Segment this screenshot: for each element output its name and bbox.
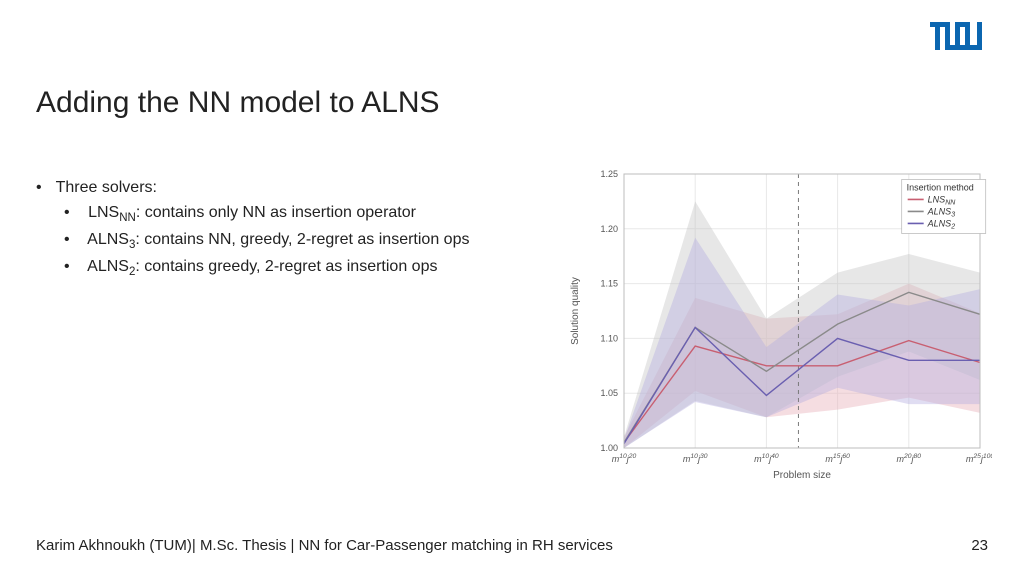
slide-title: Adding the NN model to ALNS <box>36 86 440 120</box>
footer: Karim Akhnoukh (TUM)| M.Sc. Thesis | NN … <box>36 537 988 554</box>
svg-text:m25j100: m25j100 <box>966 453 992 464</box>
slide-root: Adding the NN model to ALNS Three solver… <box>0 0 1024 576</box>
svg-text:1.05: 1.05 <box>600 388 618 398</box>
svg-text:Insertion method: Insertion method <box>907 182 974 192</box>
svg-text:m10j40: m10j40 <box>754 453 779 464</box>
svg-text:Problem size: Problem size <box>773 470 831 481</box>
svg-text:1.20: 1.20 <box>600 224 618 234</box>
bullet-2: ALNS3: contains NN, greedy, 2-regret as … <box>64 228 556 255</box>
bullet-1-pre: LNS <box>88 204 119 221</box>
bullet-list: Three solvers: LNSNN: contains only NN a… <box>36 176 556 282</box>
svg-text:1.10: 1.10 <box>600 333 618 343</box>
tum-logo <box>930 22 982 55</box>
svg-text:1.15: 1.15 <box>600 279 618 289</box>
line-chart: 1.00 1.05 1.10 1.15 1.20 1.25 m10j20 m10j30 m10j… <box>562 160 992 490</box>
svg-text:m10j20: m10j20 <box>612 453 637 464</box>
bullet-2-pre: ALNS <box>87 231 129 248</box>
page-number: 23 <box>971 537 988 554</box>
svg-text:m10j30: m10j30 <box>683 453 708 464</box>
footer-text: Karim Akhnoukh (TUM)| M.Sc. Thesis | NN … <box>36 537 613 554</box>
bullet-1-sub: NN <box>119 212 136 224</box>
bullet-1-post: : contains only NN as insertion operator <box>136 204 416 221</box>
bullet-1: LNSNN: contains only NN as insertion ope… <box>64 201 556 228</box>
svg-text:m20j80: m20j80 <box>897 453 922 464</box>
svg-text:Solution quality: Solution quality <box>570 277 581 345</box>
svg-text:1.00: 1.00 <box>600 443 618 453</box>
bullet-top: Three solvers: <box>36 176 556 201</box>
svg-text:1.25: 1.25 <box>600 169 618 179</box>
chart-container: 1.00 1.05 1.10 1.15 1.20 1.25 m10j20 m10j30 m10j… <box>562 160 992 490</box>
bullet-3-pre: ALNS <box>87 258 129 275</box>
bullet-3: ALNS2: contains greedy, 2-regret as inse… <box>64 255 556 282</box>
bullet-3-post: : contains greedy, 2-regret as insertion… <box>135 258 437 275</box>
svg-text:m15j60: m15j60 <box>825 453 850 464</box>
bullet-2-post: : contains NN, greedy, 2-regret as inser… <box>135 231 469 248</box>
